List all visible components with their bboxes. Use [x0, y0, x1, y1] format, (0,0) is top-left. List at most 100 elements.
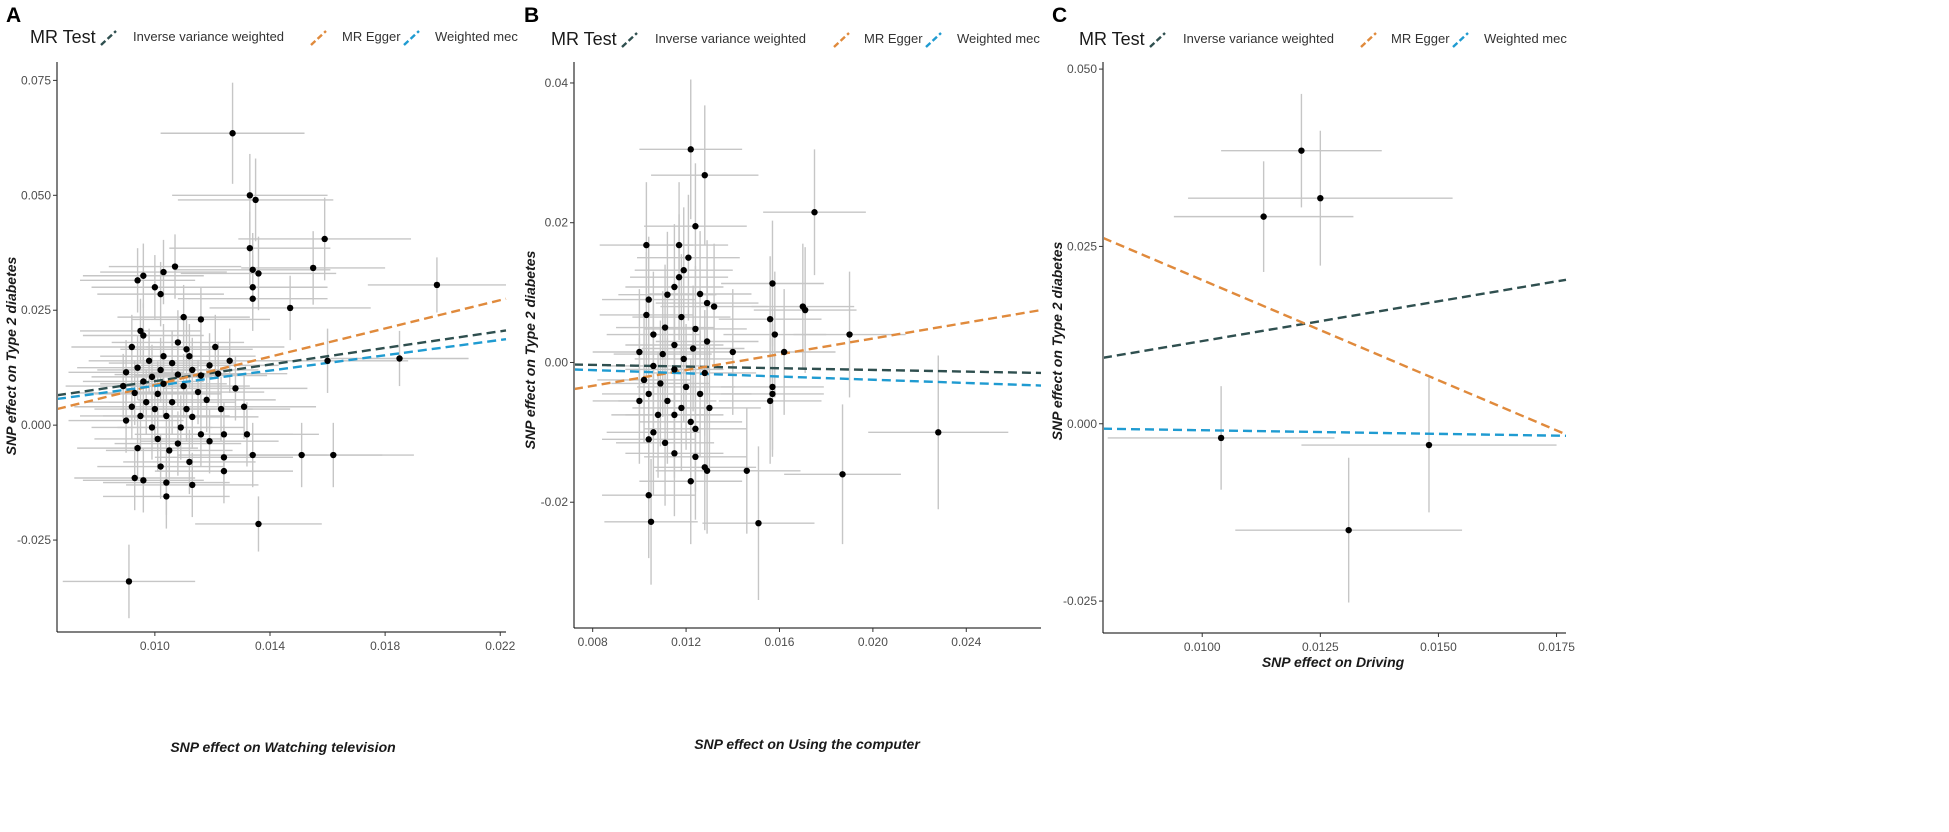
- data-point: [140, 332, 147, 339]
- data-point: [1425, 441, 1433, 449]
- data-point: [140, 477, 147, 484]
- legend-key-egger: [833, 32, 850, 48]
- data-point: [769, 383, 776, 391]
- data-point: [650, 362, 657, 370]
- data-point: [680, 267, 687, 274]
- data-point: [675, 241, 683, 249]
- y-tick-label: -0.02: [541, 495, 569, 509]
- data-point: [682, 383, 690, 391]
- data-point: [1317, 194, 1324, 202]
- y-tick-label: 0.050: [1067, 62, 1097, 76]
- data-point: [645, 296, 652, 303]
- data-point: [183, 346, 190, 353]
- data-point: [678, 404, 685, 412]
- data-point: [687, 146, 694, 153]
- data-point: [160, 380, 167, 387]
- data-point: [186, 458, 193, 466]
- data-point: [145, 357, 153, 364]
- x-tick-label: 0.018: [370, 639, 400, 653]
- data-point: [309, 264, 317, 272]
- data-point: [249, 266, 256, 273]
- y-axis-title: SNP effect on Type 2 diabetes: [1049, 241, 1065, 440]
- data-point: [703, 299, 711, 307]
- legend-key-egger: [310, 30, 327, 46]
- data-point: [846, 331, 853, 338]
- data-point: [140, 378, 147, 385]
- data-point: [137, 412, 144, 420]
- data-point: [255, 270, 262, 277]
- data-point: [675, 274, 683, 281]
- data-point: [650, 429, 657, 436]
- x-tick-label: 0.0150: [1420, 640, 1457, 654]
- legend-label-weighted: Weighted mec: [957, 31, 1040, 46]
- data-point: [134, 364, 141, 371]
- data-point: [157, 290, 164, 298]
- data-point: [671, 341, 678, 349]
- data-point: [692, 425, 699, 433]
- weighted-regression-line: [575, 368, 1042, 387]
- ivw-regression-line: [58, 329, 507, 397]
- x-tick-label: 0.0125: [1302, 640, 1339, 654]
- x-axis-title: SNP effect on Driving: [1262, 654, 1405, 670]
- data-point: [689, 345, 697, 352]
- legend-label-weighted: Weighted mec: [435, 29, 518, 44]
- data-point: [671, 366, 678, 373]
- data-point: [163, 479, 170, 486]
- x-axis-title: SNP effect on Using the computer: [694, 736, 921, 752]
- legend-title: MR Test: [551, 29, 617, 49]
- data-point: [243, 431, 251, 438]
- data-point: [298, 451, 305, 459]
- panel-label: B: [524, 4, 539, 27]
- legend-title: MR Test: [30, 27, 96, 47]
- legend: MR Test Inverse variance weighted MR Egg…: [30, 27, 518, 47]
- data-point: [220, 454, 228, 461]
- x-tick-label: 0.008: [578, 635, 608, 649]
- data-point: [189, 481, 196, 489]
- data-point: [189, 366, 196, 374]
- data-point: [755, 519, 762, 527]
- legend-label-egger: MR Egger: [864, 31, 923, 46]
- data-point: [194, 388, 202, 396]
- data-point: [128, 403, 136, 410]
- data-point: [396, 355, 403, 362]
- y-tick-label: 0.00: [545, 355, 569, 369]
- legend-label-egger: MR Egger: [1391, 31, 1450, 46]
- data-point: [180, 382, 187, 390]
- data-point: [180, 313, 187, 321]
- data-point: [249, 451, 256, 459]
- data-point: [687, 478, 694, 485]
- data-point: [249, 295, 256, 302]
- legend-key-ivw: [621, 32, 638, 48]
- data-point: [671, 450, 678, 457]
- egger-regression-line: [1104, 237, 1567, 436]
- x-tick-label: 0.0100: [1184, 640, 1221, 654]
- y-axis-title: SNP effect on Type 2 diabetes: [3, 256, 19, 455]
- data-point: [197, 431, 205, 438]
- data-point: [696, 390, 704, 398]
- data-point: [168, 398, 176, 406]
- panel-c: C MR Test Inverse variance weighted MR E…: [1049, 4, 1575, 670]
- data-point: [255, 520, 262, 528]
- x-tick-label: 0.024: [951, 635, 981, 649]
- data-point: [131, 474, 138, 482]
- data-point: [769, 280, 776, 287]
- data-point: [206, 362, 213, 369]
- data-point: [203, 396, 210, 404]
- y-axis-title: SNP effect on Type 2 diabetes: [522, 250, 538, 449]
- data-point: [217, 405, 225, 413]
- y-tick-label: 0.000: [21, 418, 51, 432]
- legend-label-weighted: Weighted mec: [1484, 31, 1567, 46]
- legend-key-weighted: [1452, 32, 1469, 48]
- plot-area: -0.025 0.000 0.025 0.050 0.075 0.010 0.014 0.01…: [17, 62, 516, 653]
- data-point: [643, 241, 650, 249]
- panel-label: A: [6, 4, 21, 27]
- data-point: [157, 366, 164, 374]
- data-point: [151, 405, 159, 413]
- legend-label-ivw: Inverse variance weighted: [655, 31, 806, 46]
- data-point: [174, 440, 182, 447]
- data-point: [710, 303, 718, 310]
- legend-label-ivw: Inverse variance weighted: [133, 29, 284, 44]
- data-point: [137, 327, 144, 335]
- data-point: [433, 281, 441, 289]
